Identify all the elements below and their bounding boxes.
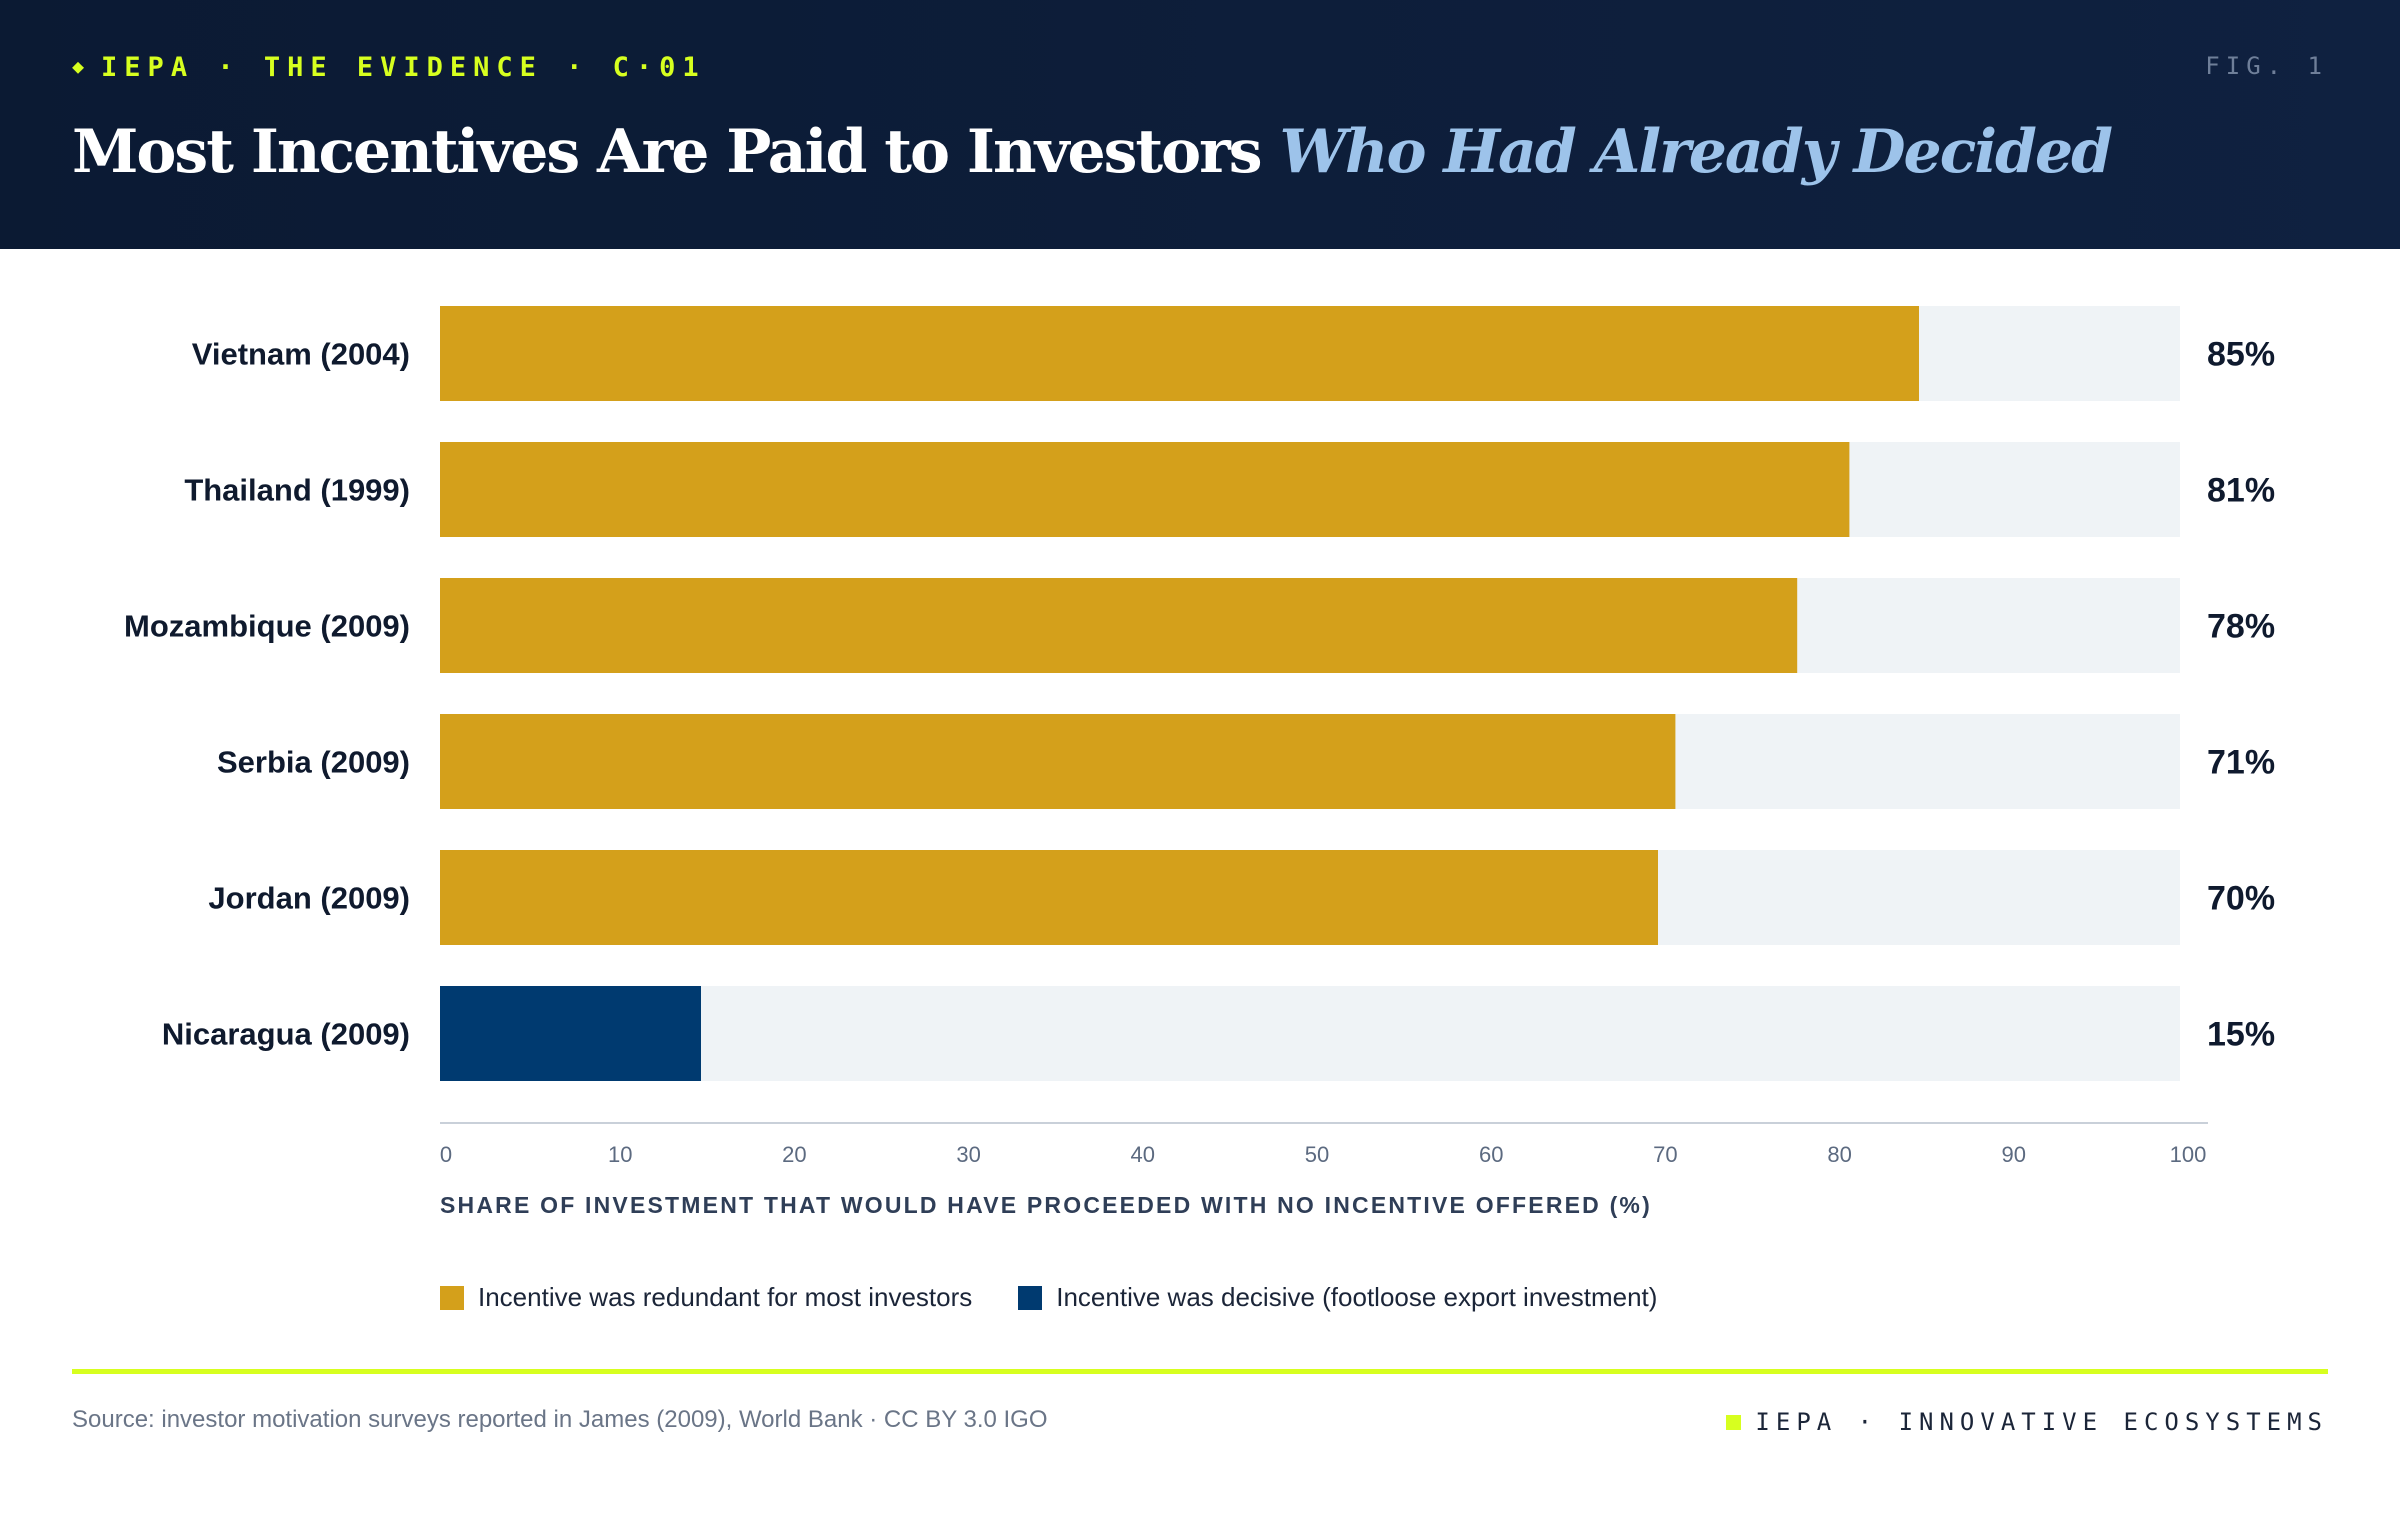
- x-tick-label: 60: [1479, 1142, 1503, 1167]
- bar: [440, 442, 1850, 537]
- x-tick-label: 10: [608, 1142, 632, 1167]
- x-tick-label: 100: [2170, 1142, 2207, 1167]
- legend-swatch-redundant: [440, 1285, 464, 1310]
- title-main: Most Incentives Are Paid to Investors: [72, 117, 1263, 187]
- x-tick-label: 0: [440, 1142, 452, 1167]
- category-label: Mozambique (2009): [124, 609, 410, 644]
- header-banner: ◆ IEPA · THE EVIDENCE · C·01 FIG. 1 Most …: [0, 0, 2400, 249]
- x-tick-label: 30: [956, 1142, 980, 1167]
- diamond-icon: ◆: [72, 54, 92, 78]
- legend-item-decisive: Incentive was decisive (footloose export…: [1018, 1282, 1657, 1313]
- value-label: 15%: [2207, 1016, 2275, 1054]
- brand-mark: IEPA · INNOVATIVE ECOSYSTEMS: [1726, 1408, 2328, 1436]
- bar: [440, 578, 1798, 673]
- x-tick-label: 70: [1653, 1142, 1677, 1167]
- brand-text: IEPA · INNOVATIVE ECOSYSTEMS: [1755, 1408, 2328, 1436]
- value-label: 71%: [2207, 744, 2275, 782]
- category-label: Nicaragua (2009): [162, 1017, 410, 1052]
- category-label: Thailand (1999): [184, 473, 410, 508]
- value-label: 81%: [2207, 472, 2275, 510]
- eyebrow-text: IEPA · THE EVIDENCE · C·01: [101, 52, 706, 83]
- x-tick-label: 40: [1131, 1142, 1155, 1167]
- x-tick-label: 90: [2002, 1142, 2026, 1167]
- legend-label-decisive: Incentive was decisive (footloose export…: [1056, 1282, 1658, 1312]
- bar-chart: Vietnam (2004) 85% Thailand (1999) 81% Mozam…: [124, 306, 2275, 1167]
- eyebrow: ◆ IEPA · THE EVIDENCE · C·01: [72, 52, 706, 83]
- value-label: 85%: [2207, 336, 2275, 374]
- bar: [440, 714, 1676, 809]
- legend: Incentive was redundant for most investo…: [440, 1282, 1703, 1313]
- x-tick-label: 50: [1305, 1142, 1329, 1167]
- category-label: Jordan (2009): [208, 881, 410, 916]
- bar: [440, 306, 1919, 401]
- page-title: Most Incentives Are Paid to Investors Wh…: [72, 112, 2113, 192]
- bar: [440, 850, 1658, 945]
- x-tick-label: 20: [782, 1142, 806, 1167]
- legend-swatch-decisive: [1018, 1285, 1043, 1310]
- bar-track: [440, 986, 2180, 1081]
- value-label: 70%: [2207, 880, 2275, 918]
- figure-label: FIG. 1: [2205, 52, 2328, 80]
- category-label: Serbia (2009): [217, 745, 410, 780]
- legend-item-redundant: Incentive was redundant for most investo…: [440, 1282, 972, 1313]
- title-accent: Who Had Already Decided: [1279, 117, 2113, 187]
- footer-divider: [72, 1369, 2328, 1374]
- x-tick-label: 80: [1827, 1142, 1851, 1167]
- x-axis-title: SHARE OF INVESTMENT THAT WOULD HAVE PROC…: [440, 1192, 1652, 1218]
- value-label: 78%: [2207, 608, 2275, 646]
- bar: [440, 986, 701, 1081]
- brand-square-icon: [1726, 1414, 1742, 1430]
- source-note: Source: investor motivation surveys repo…: [72, 1406, 1048, 1433]
- category-label: Vietnam (2004): [192, 337, 410, 372]
- legend-label-redundant: Incentive was redundant for most investo…: [478, 1282, 973, 1312]
